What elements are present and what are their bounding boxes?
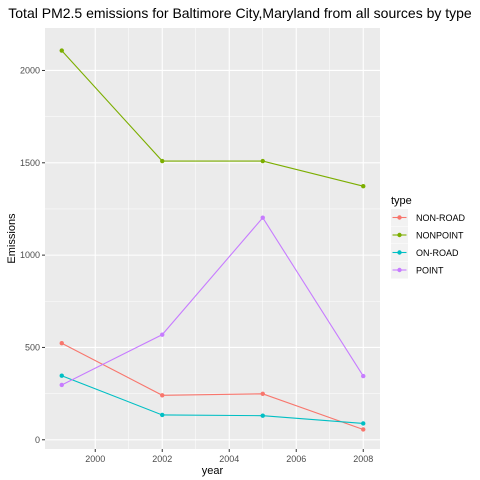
legend-item-point: POINT [391,261,444,279]
y-tick-label: 1000 [20,250,40,260]
x-axis-title: year [202,465,224,477]
series-line-non-road [61,342,364,430]
series-line-nonpoint [61,50,364,187]
series-non-road [59,341,366,432]
data-point-non-road [260,391,265,397]
gridlines [45,28,380,449]
y-axis-title: Emissions [6,213,18,264]
y-tick-label: 2000 [20,65,40,75]
legend-key-point [397,232,402,238]
series-line-point [61,216,364,386]
data-point-point [361,373,366,379]
series-layer [59,48,366,432]
data-point-non-road [361,427,366,432]
y-tick-label: 0 [35,435,40,445]
x-tick-label: 2008 [353,454,373,464]
data-point-on-road [361,421,366,426]
legend-label-on-road: ON-ROAD [416,248,459,258]
y-tick-label: 500 [25,342,40,352]
legend-key-point [397,215,402,220]
x-tick-label: 2002 [152,454,172,464]
series-point [59,215,366,388]
x-tick-label: 2006 [286,454,306,464]
legend-key-point [397,267,402,273]
data-point-nonpoint [361,184,366,189]
series-on-road [59,373,366,426]
legend-label-nonpoint: NONPOINT [416,231,464,241]
data-point-point [59,382,64,388]
series-line-on-road [61,375,364,425]
data-point-non-road [59,341,64,346]
x-tick-label: 2000 [85,454,105,464]
legend-key-point [397,250,402,255]
data-point-non-road [160,393,165,398]
x-tick-label: 2004 [219,454,239,464]
legend-item-nonpoint: NONPOINT [391,226,464,244]
data-point-point [160,332,165,337]
legend-label-non-road: NON-ROAD [416,213,465,223]
legend-item-non-road: NON-ROAD [391,209,465,226]
series-nonpoint [59,48,366,189]
data-point-on-road [260,413,265,418]
data-point-on-road [160,412,165,418]
chart-title: Total PM2.5 emissions for Baltimore City… [8,5,472,21]
legend-label-point: POINT [416,266,444,276]
y-tick-label: 1500 [20,158,40,168]
axes: 2000 2002 2004 2006 2008 0 500 1000 1500 2000 [20,65,373,464]
data-point-nonpoint [260,158,265,164]
data-point-on-road [59,373,64,378]
legend: type NON-ROAD NONPOINT ON-ROAD POINT [391,195,465,279]
plot-panel [45,28,380,449]
data-point-nonpoint [59,48,64,53]
data-point-nonpoint [160,158,165,164]
legend-title: type [391,195,412,207]
legend-item-on-road: ON-ROAD [391,244,459,261]
data-point-point [260,215,265,220]
